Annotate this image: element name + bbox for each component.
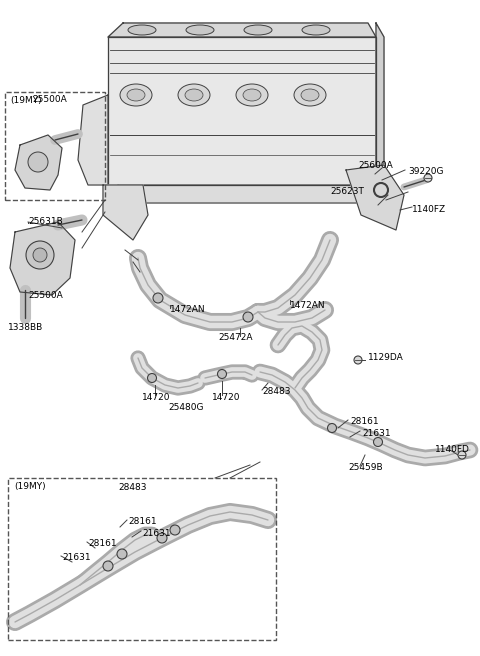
Ellipse shape (294, 84, 326, 106)
Polygon shape (15, 135, 62, 190)
Ellipse shape (236, 84, 268, 106)
Text: 25500A: 25500A (28, 291, 63, 300)
Ellipse shape (178, 84, 210, 106)
Ellipse shape (302, 25, 330, 35)
Polygon shape (108, 23, 376, 37)
Text: 14720: 14720 (212, 392, 240, 401)
Text: 25480G: 25480G (168, 403, 204, 413)
Circle shape (28, 152, 48, 172)
Bar (8, 478, 276, 640)
Text: 1472AN: 1472AN (170, 306, 205, 314)
Circle shape (33, 248, 47, 262)
Circle shape (354, 356, 362, 364)
Polygon shape (346, 165, 404, 230)
Text: 1472AN: 1472AN (290, 302, 325, 310)
Ellipse shape (243, 89, 261, 101)
Circle shape (217, 369, 227, 379)
Polygon shape (10, 222, 75, 295)
Polygon shape (103, 185, 148, 240)
Bar (5, 92, 105, 200)
Text: 21631: 21631 (142, 529, 170, 537)
Ellipse shape (128, 25, 156, 35)
Text: (19MY): (19MY) (10, 96, 42, 104)
Text: 25623T: 25623T (330, 188, 364, 197)
Circle shape (373, 438, 383, 447)
Ellipse shape (301, 89, 319, 101)
Text: 1140FD: 1140FD (435, 445, 470, 455)
Text: 21631: 21631 (62, 554, 91, 562)
Ellipse shape (244, 25, 272, 35)
Text: 39220G: 39220G (408, 167, 444, 176)
Text: 28483: 28483 (118, 483, 146, 491)
Circle shape (170, 525, 180, 535)
Text: 1129DA: 1129DA (368, 354, 404, 363)
Circle shape (26, 241, 54, 269)
Polygon shape (108, 37, 376, 185)
Text: 21631: 21631 (362, 428, 391, 438)
Text: 1338BB: 1338BB (8, 323, 43, 333)
Text: (19MY): (19MY) (14, 483, 46, 491)
Text: 28483: 28483 (262, 388, 290, 396)
Polygon shape (78, 95, 108, 185)
Text: 28161: 28161 (128, 518, 156, 527)
Text: 14720: 14720 (142, 392, 170, 401)
Ellipse shape (185, 89, 203, 101)
Circle shape (117, 549, 127, 559)
Polygon shape (113, 185, 371, 203)
Text: 1140FZ: 1140FZ (412, 205, 446, 215)
Text: 28161: 28161 (350, 417, 379, 426)
Text: 28161: 28161 (88, 539, 117, 548)
Polygon shape (376, 23, 384, 185)
Circle shape (103, 561, 113, 571)
Circle shape (424, 174, 432, 182)
Circle shape (243, 312, 253, 322)
Text: 25472A: 25472A (218, 333, 252, 342)
Ellipse shape (127, 89, 145, 101)
Circle shape (147, 373, 156, 382)
Text: 25459B: 25459B (348, 464, 383, 472)
Circle shape (458, 451, 466, 459)
Ellipse shape (186, 25, 214, 35)
Text: 25600A: 25600A (358, 161, 393, 169)
Ellipse shape (120, 84, 152, 106)
Text: 25500A: 25500A (32, 96, 67, 104)
Text: 25631B: 25631B (28, 218, 63, 226)
Circle shape (157, 533, 167, 543)
Circle shape (153, 293, 163, 303)
Circle shape (327, 424, 336, 432)
